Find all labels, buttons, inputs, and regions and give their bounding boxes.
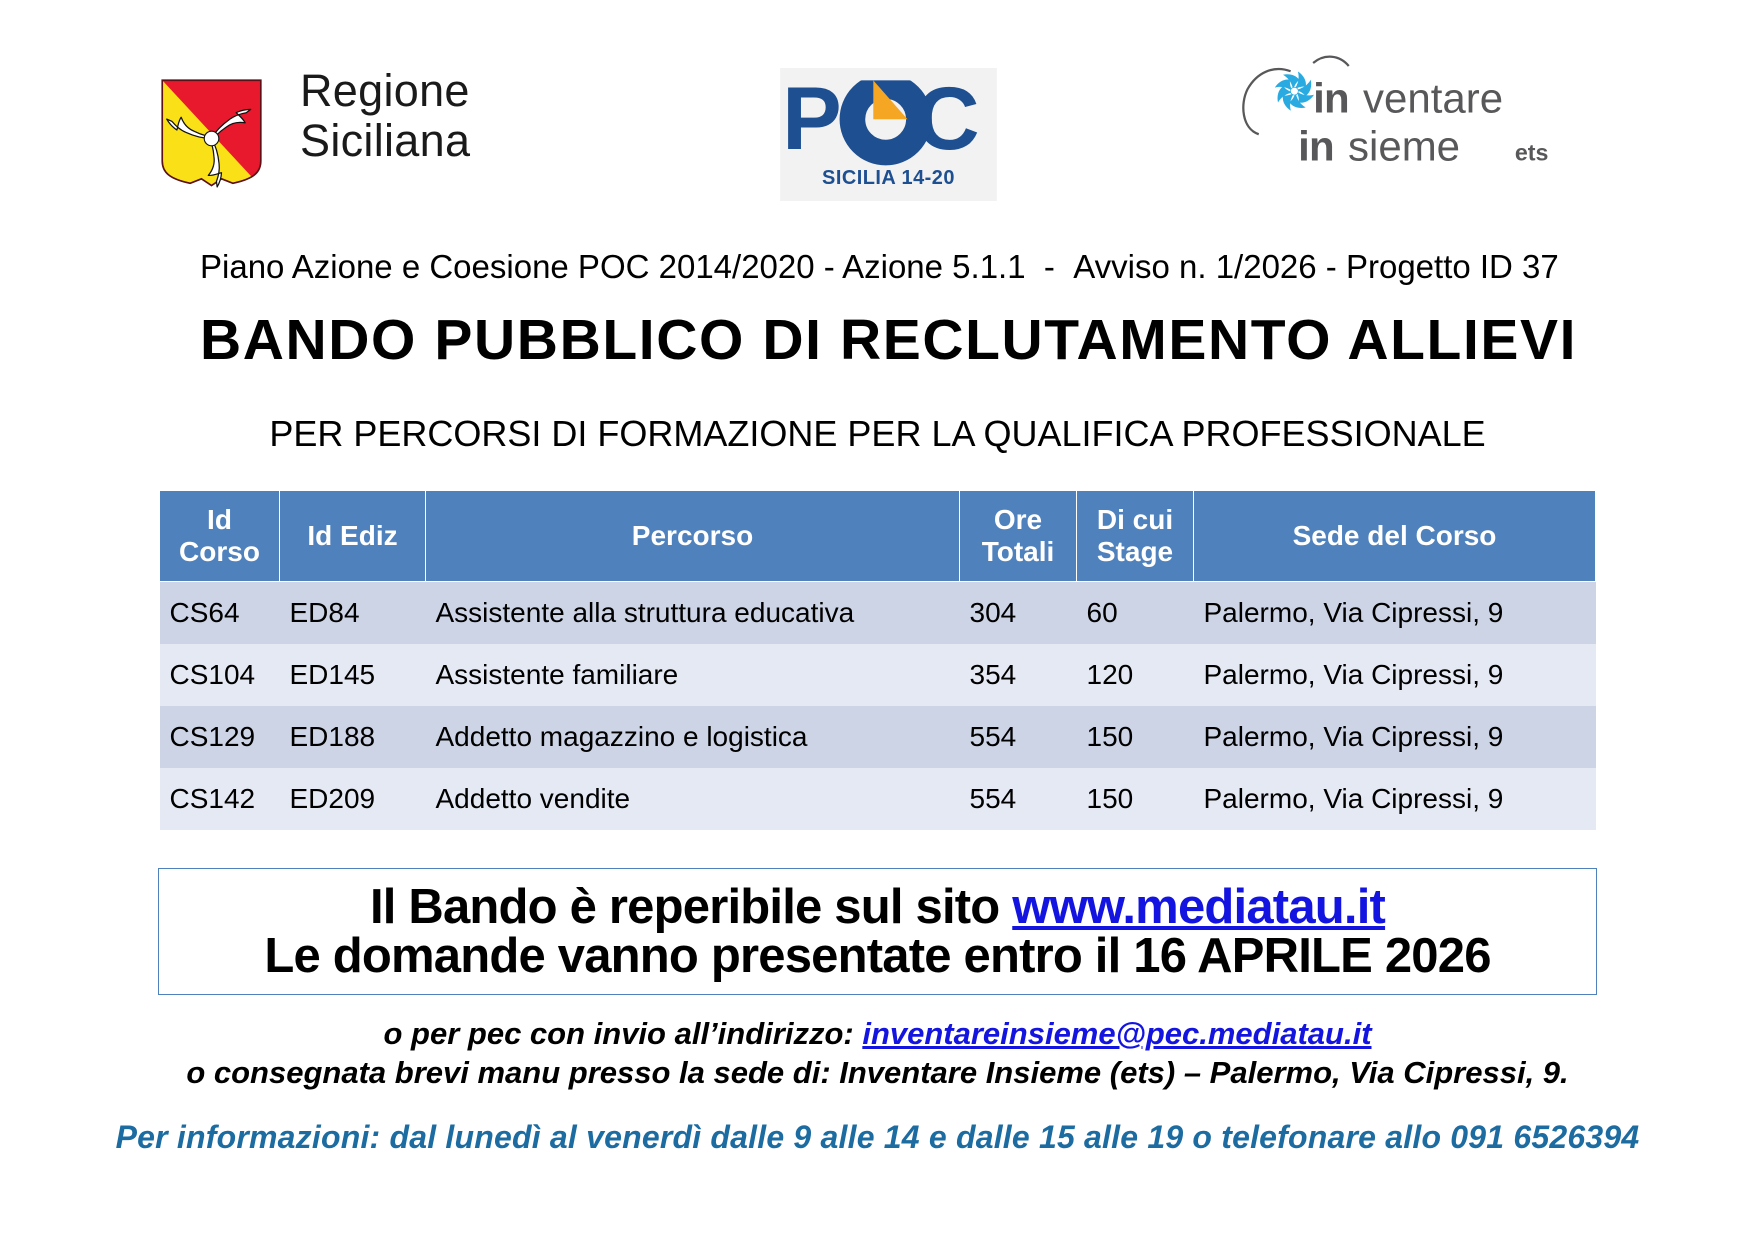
- svg-text:in: in: [1298, 123, 1334, 170]
- svg-text:sieme: sieme: [1348, 123, 1460, 170]
- svg-text:SICILIA 14-20: SICILIA 14-20: [822, 167, 955, 189]
- svg-text:ventare: ventare: [1363, 75, 1503, 122]
- svg-text:ets: ets: [1515, 140, 1549, 166]
- svg-text:in: in: [1313, 75, 1349, 122]
